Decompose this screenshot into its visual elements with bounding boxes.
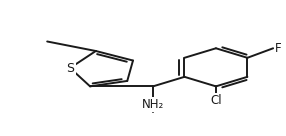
Text: S: S [66,61,74,75]
Text: NH₂: NH₂ [142,98,164,111]
Text: Cl: Cl [210,94,222,107]
Text: F: F [275,42,281,55]
